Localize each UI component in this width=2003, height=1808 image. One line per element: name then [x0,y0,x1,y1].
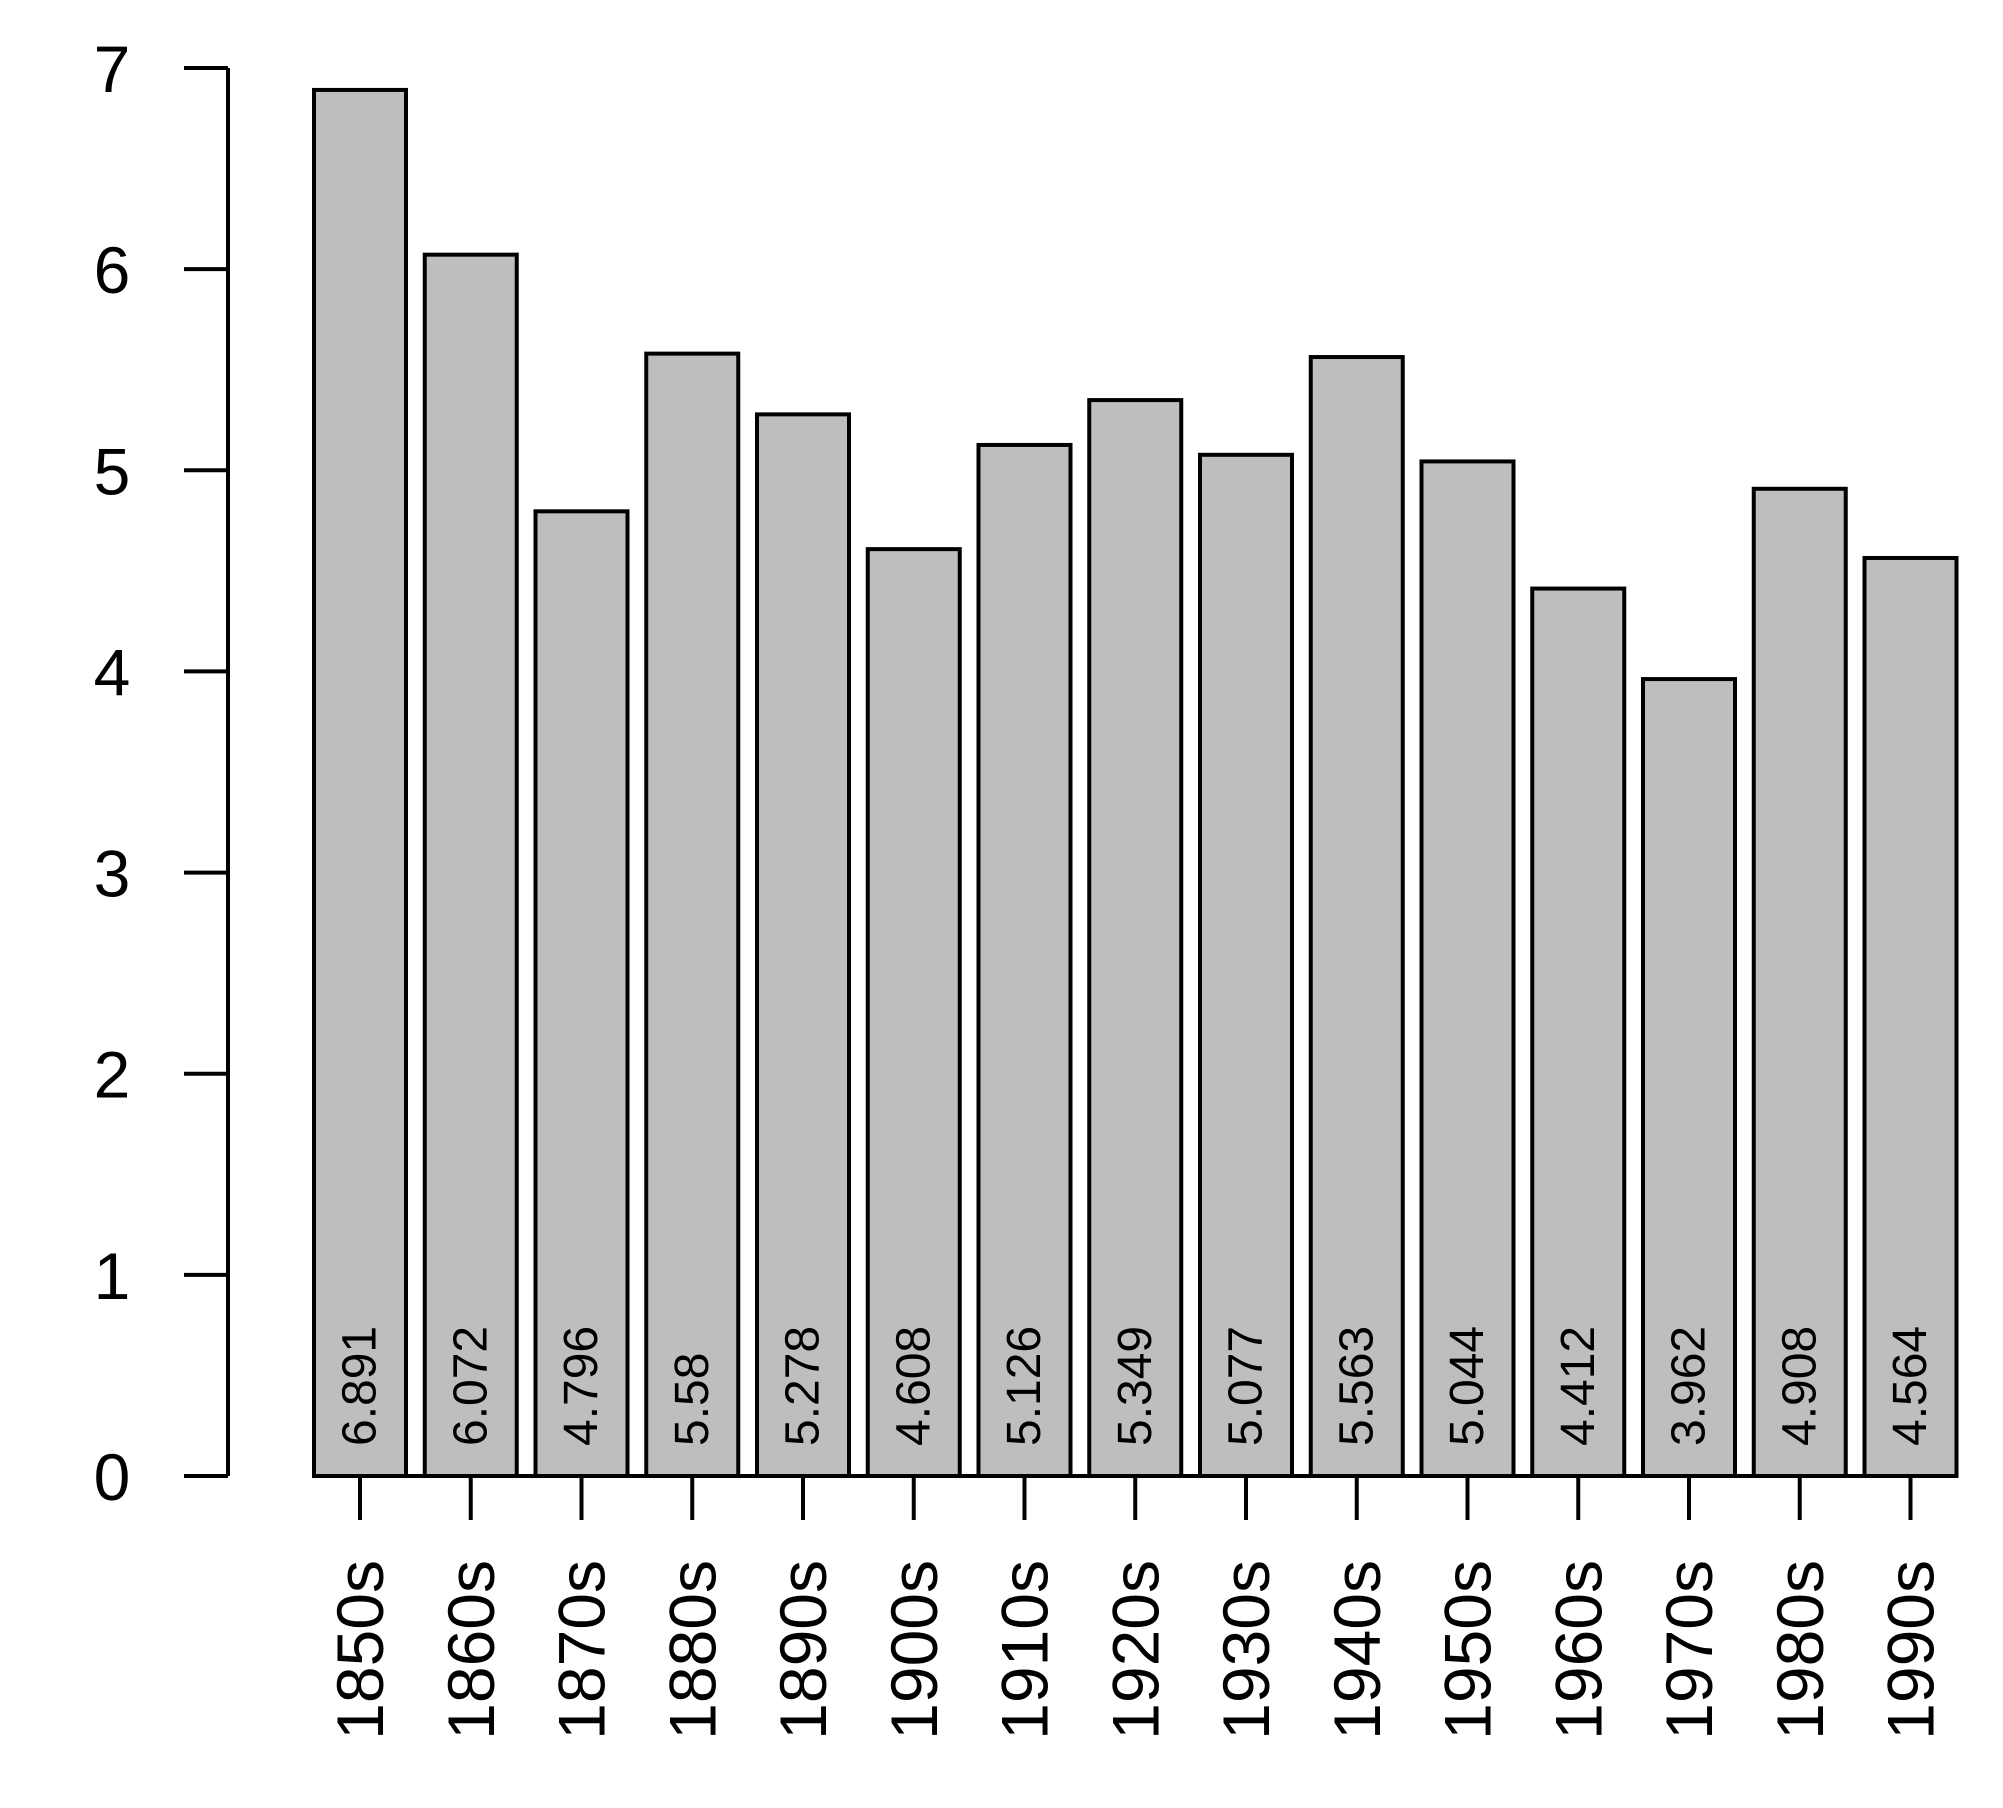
x-tick-label: 1870s [545,1560,619,1740]
bar-1850s [312,87,408,1479]
x-tick-label: 1970s [1652,1560,1726,1740]
x-tick-label: 1880s [655,1560,729,1740]
x-tick-label: 1900s [877,1560,951,1740]
data-label: 5.126 [998,1326,1051,1446]
bar-1860s [422,252,519,1479]
bars: 6.891 6.072 4.796 5.58 5.278 4.608 5.126 5.349 5… [312,87,1959,1479]
data-label: 5.563 [1330,1326,1383,1446]
bar-1870s [533,509,630,1478]
x-tick-label: 1950s [1431,1560,1505,1740]
bar-1910s [976,442,1073,1478]
x-tick-label: 1850s [323,1560,397,1740]
bar-1880s [644,351,741,1479]
y-tick-label: 5 [94,434,131,508]
data-label: 4.796 [555,1326,608,1446]
x-tick-label: 1930s [1209,1560,1283,1740]
data-label: 5.044 [1441,1326,1494,1446]
y-tick-label: 3 [94,837,131,911]
y-tick-label: 6 [94,233,131,307]
data-label: 4.564 [1884,1326,1937,1446]
data-label: 5.58 [666,1353,719,1446]
data-label: 5.077 [1220,1326,1273,1446]
y-tick-label: 0 [94,1440,131,1514]
data-label: 3.962 [1663,1326,1716,1446]
y-tick-label: 4 [94,635,131,709]
x-tick-label: 1920s [1098,1560,1172,1740]
y-tick-label: 1 [94,1239,131,1313]
y-tick-label: 7 [94,32,131,106]
x-tick-label: 1940s [1320,1560,1394,1740]
x-tick-label: 1980s [1763,1560,1837,1740]
data-label: 4.608 [887,1326,940,1446]
x-axis: 1850s 1860s 1870s 1880s 1890s 1900s 1910s 1920s… [314,1474,1957,1740]
x-tick-label: 1890s [766,1560,840,1740]
data-label: 6.072 [444,1326,497,1446]
data-label: 4.908 [1773,1326,1826,1446]
bar-1890s [755,412,851,1478]
data-label: 6.891 [334,1326,387,1446]
x-tick-label: 1910s [988,1560,1062,1740]
data-label: 5.349 [1109,1326,1162,1446]
x-tick-label: 1860s [434,1560,508,1740]
x-tick-label: 1960s [1541,1560,1615,1740]
bar-1950s [1419,459,1516,1478]
x-tick-label: 1990s [1874,1560,1948,1740]
bar-1920s [1087,398,1184,1478]
bar-1930s [1198,452,1294,1478]
y-tick-label: 2 [94,1038,131,1112]
bar-1940s [1308,355,1405,1479]
data-label: 5.278 [777,1326,830,1446]
y-axis: 0 1 2 3 4 5 6 7 [94,32,230,1514]
data-label: 4.412 [1552,1326,1605,1446]
